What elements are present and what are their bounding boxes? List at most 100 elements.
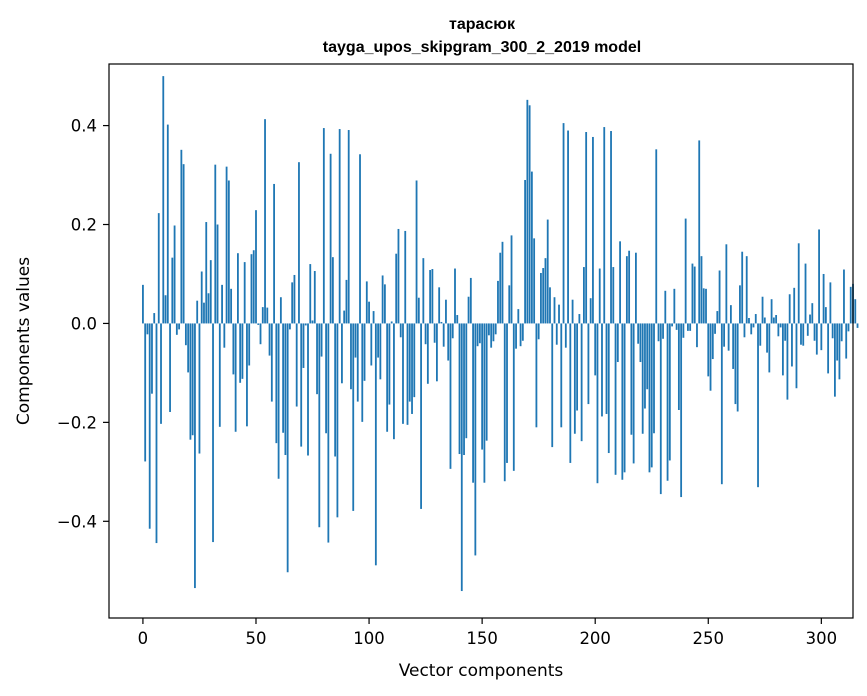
bar-285	[786, 323, 789, 400]
bar-259	[727, 323, 730, 351]
bar-267	[745, 256, 748, 324]
bar-90	[345, 279, 348, 324]
bar-172	[530, 171, 533, 324]
bar-22	[191, 323, 194, 436]
bar-189	[569, 323, 572, 463]
bar-176	[540, 272, 542, 324]
bar-261	[732, 323, 735, 369]
bar-206	[607, 323, 610, 454]
bar-60	[277, 323, 280, 479]
bar-207	[610, 131, 612, 324]
bar-148	[476, 323, 479, 347]
bar-61	[279, 297, 282, 324]
bar-121	[415, 180, 418, 324]
bar-288	[793, 287, 796, 324]
bar-253	[714, 323, 716, 334]
bar-263	[736, 323, 739, 412]
bar-117	[406, 323, 409, 425]
bar-228	[657, 323, 660, 342]
x-tick-label: 50	[245, 629, 266, 648]
bar-28	[205, 222, 208, 324]
bar-139	[456, 315, 459, 324]
bar-17	[180, 149, 183, 324]
bar-123	[420, 323, 422, 509]
bar-10	[164, 295, 167, 324]
bar-211	[619, 241, 621, 324]
bar-201	[596, 323, 599, 484]
bar-151	[483, 323, 486, 483]
bar-149	[478, 323, 481, 344]
bar-179	[546, 219, 549, 324]
chart-subtitle: tayga_upos_skipgram_300_2_2019 model	[323, 39, 641, 56]
bar-283	[781, 323, 784, 376]
bar-136	[449, 323, 452, 469]
bar-93	[352, 323, 355, 511]
bar-182	[553, 297, 556, 324]
bar-255	[718, 270, 721, 324]
bar-152	[485, 323, 488, 441]
bar-196	[585, 132, 588, 324]
bar-113	[397, 228, 400, 324]
bar-296	[811, 303, 814, 324]
bar-239	[682, 323, 685, 338]
bar-279	[772, 317, 775, 324]
bar-238	[680, 323, 683, 498]
y-axis-ticks: −0.4 −0.2 0.0 0.2 0.4	[57, 117, 109, 531]
bar-124	[422, 258, 425, 324]
bar-115	[402, 323, 404, 424]
bar-227	[655, 149, 658, 324]
bar-62	[282, 323, 285, 433]
bar-114	[399, 323, 402, 338]
x-tick-label: 100	[353, 629, 385, 648]
bar-277	[768, 323, 771, 373]
bar-67	[293, 274, 296, 324]
bar-56	[268, 323, 271, 356]
bar-191	[573, 323, 576, 434]
bar-256	[720, 323, 723, 485]
bar-286	[788, 294, 791, 324]
bar-231	[664, 290, 667, 324]
bar-82	[327, 323, 330, 543]
bar-31	[212, 323, 214, 543]
bar-42	[237, 253, 239, 324]
bar-26	[200, 271, 203, 324]
bar-193	[578, 314, 581, 324]
bar-303	[827, 323, 830, 374]
bar-302	[824, 307, 827, 324]
bar-19	[184, 323, 187, 346]
bar-131	[438, 287, 441, 324]
bar-16	[178, 323, 181, 330]
bar-80	[322, 128, 325, 324]
bar-141	[460, 323, 463, 592]
bar-308	[838, 323, 841, 380]
bar-192	[576, 323, 579, 411]
bar-209	[614, 323, 617, 475]
bar-236	[675, 323, 678, 330]
bar-222	[644, 323, 646, 409]
bar-312	[847, 323, 850, 332]
bar-240	[684, 218, 687, 324]
bar-195	[582, 267, 585, 324]
bar-48	[250, 254, 253, 324]
bar-84	[331, 257, 334, 324]
bar-109	[388, 323, 391, 405]
bar-134	[445, 299, 447, 324]
bar-111	[393, 323, 395, 440]
bar-163	[510, 235, 513, 324]
bar-100	[368, 301, 370, 324]
bar-311	[845, 323, 848, 359]
bar-197	[587, 323, 590, 405]
bar-3	[148, 323, 151, 529]
bar-187	[564, 323, 567, 348]
bar-44	[241, 323, 244, 379]
bar-186	[562, 123, 565, 324]
bar-313	[849, 286, 852, 324]
bar-221	[641, 323, 644, 434]
chart-title: тарасюк	[449, 16, 516, 33]
bar-202	[598, 268, 601, 324]
bar-158	[499, 252, 502, 324]
bar-213	[623, 323, 626, 473]
bar-53	[261, 307, 264, 324]
plot-frame	[108, 63, 854, 619]
bar-237	[677, 323, 680, 410]
